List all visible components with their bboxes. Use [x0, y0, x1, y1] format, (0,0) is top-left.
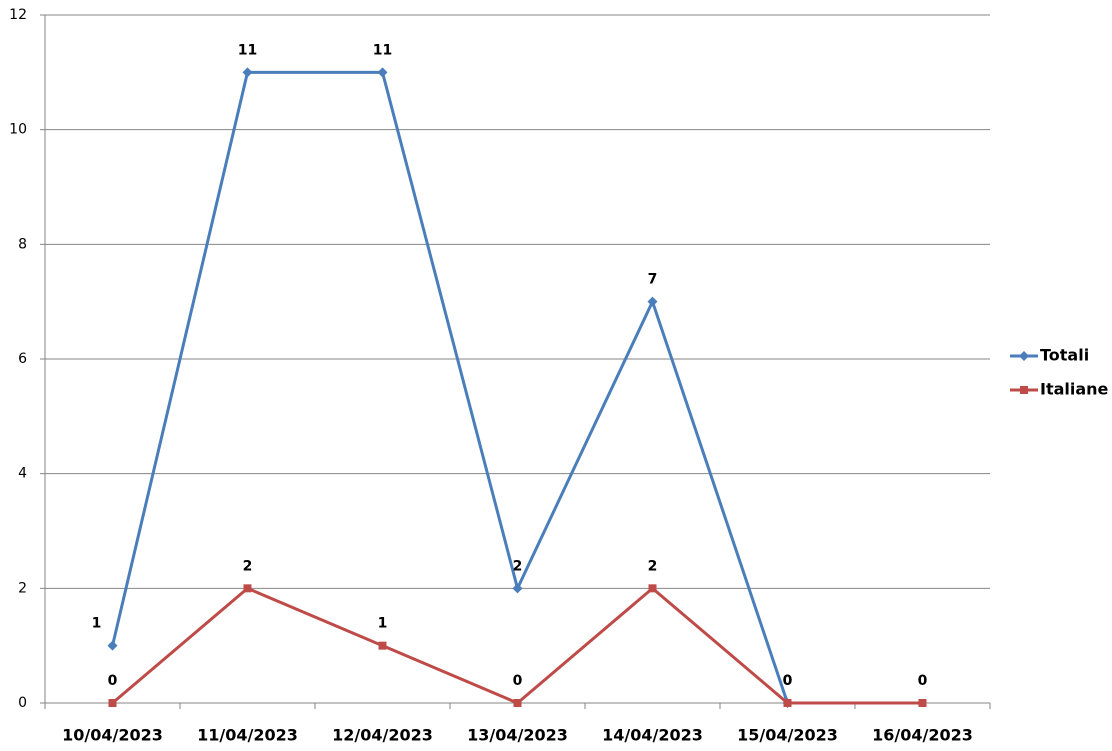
y-tick-label: 12	[9, 7, 27, 23]
y-tick-label: 6	[18, 351, 27, 367]
data-point	[377, 67, 388, 78]
x-tick-label: 15/04/2023	[737, 726, 838, 745]
data-label: 2	[243, 558, 253, 574]
y-tick-label: 2	[18, 580, 27, 596]
legend-marker	[1019, 351, 1029, 361]
data-label: 7	[648, 272, 658, 288]
y-tick-label: 8	[18, 236, 27, 252]
y-tick-label: 0	[18, 695, 27, 711]
data-label: 1	[378, 616, 388, 632]
data-point	[783, 699, 792, 707]
data-label: 2	[648, 558, 658, 574]
data-point	[107, 640, 118, 651]
data-point	[108, 699, 117, 707]
legend-label: Italiane	[1040, 380, 1109, 399]
data-label: 11	[373, 42, 392, 58]
data-point	[648, 584, 657, 593]
x-tick-label: 10/04/2023	[62, 726, 163, 745]
data-label: 2	[513, 558, 523, 574]
data-label: 0	[783, 673, 793, 689]
data-point	[918, 699, 927, 707]
x-tick-label: 12/04/2023	[332, 726, 433, 745]
x-tick-label: 11/04/2023	[197, 726, 298, 745]
legend-marker	[1020, 386, 1028, 394]
data-point	[512, 583, 523, 594]
data-label: 1	[92, 616, 102, 632]
data-point	[647, 296, 658, 307]
data-point	[243, 584, 252, 593]
data-label: 0	[918, 673, 928, 689]
y-tick-label: 4	[18, 466, 27, 482]
y-tick-label: 10	[9, 122, 27, 138]
legend-label: Totali	[1040, 346, 1089, 365]
data-point	[513, 699, 522, 707]
data-label: 0	[783, 673, 793, 689]
series-line	[111, 70, 789, 704]
x-tick-label: 16/04/2023	[872, 726, 973, 745]
data-point	[242, 67, 253, 78]
x-tick-label: 14/04/2023	[602, 726, 703, 745]
data-label: 0	[513, 673, 523, 689]
data-label: 11	[238, 42, 257, 58]
data-label: 0	[108, 673, 118, 689]
x-tick-label: 13/04/2023	[467, 726, 568, 745]
data-point	[378, 641, 387, 650]
